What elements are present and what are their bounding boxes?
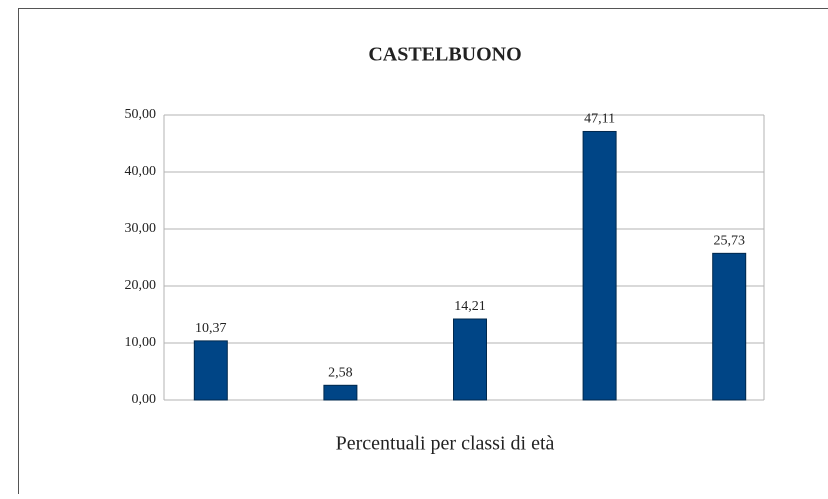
bar [194, 341, 227, 400]
data-label: 10,37 [195, 321, 227, 336]
chart-title: CASTELBUONO [368, 44, 521, 66]
x-axis-label: Percentuali per classi di età [336, 433, 555, 455]
data-label: 25,73 [713, 234, 745, 249]
data-label: 47,11 [584, 112, 615, 127]
y-tick-label: 10,00 [125, 335, 157, 350]
y-tick-label: 30,00 [125, 221, 157, 236]
y-tick-label: 40,00 [125, 164, 157, 179]
data-label: 2,58 [328, 366, 353, 381]
y-tick-label: 50,00 [125, 107, 157, 122]
bar [324, 385, 357, 400]
bar [713, 253, 746, 400]
data-label: 14,21 [454, 299, 486, 314]
bar [454, 319, 487, 400]
chart-frame [19, 9, 828, 495]
y-tick-label: 20,00 [125, 278, 157, 293]
y-tick-label: 0,00 [132, 392, 157, 407]
bar [583, 131, 616, 400]
